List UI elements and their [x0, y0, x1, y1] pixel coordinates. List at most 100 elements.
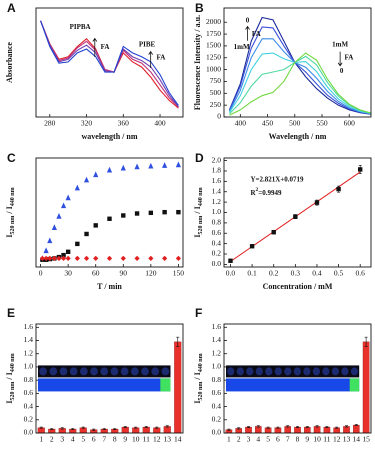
bar [174, 341, 182, 434]
x-tick-label: 60 [92, 269, 100, 278]
plot-frame [35, 323, 184, 434]
marker [43, 255, 49, 262]
marker [74, 184, 80, 191]
inset-vial-cap [49, 367, 58, 376]
y-tick-label: 250 [210, 100, 222, 109]
marker [162, 255, 168, 262]
y-tick-label: 1000 [206, 64, 221, 73]
y-axis-label-part: 520 nm [198, 216, 204, 235]
marker [65, 194, 71, 201]
panel-label: D [195, 151, 204, 165]
marker [74, 255, 80, 262]
error-bar [266, 426, 270, 429]
x-tick-label: 0.0 [226, 269, 236, 278]
y-tick-label: 1.6 [24, 322, 34, 331]
y-tick-label: 0.4 [24, 401, 34, 410]
y-tick-label: 0.6 [212, 228, 222, 237]
y-axis-label-part: 440 nm [10, 187, 16, 206]
y-tick-label: 750 [210, 76, 222, 85]
error-bar [335, 426, 339, 429]
line-series [40, 20, 179, 106]
annotation: FA [345, 54, 354, 62]
marker [65, 249, 71, 255]
y-tick-label: 1.4 [212, 335, 222, 344]
error-bar [227, 428, 231, 431]
x-tick-label: 360 [118, 119, 130, 128]
marker [134, 255, 140, 262]
x-tick-label: 0.4 [312, 269, 322, 278]
annotation-part: =0.9949 [258, 188, 282, 196]
x-tick-label: 12 [333, 435, 341, 444]
inset-vial-cap [227, 367, 235, 376]
inset-photo-bottom [38, 378, 171, 392]
inset-vial-cap [130, 367, 139, 376]
inset-photo-bottom [226, 378, 360, 392]
arrow [245, 25, 250, 41]
y-axis-label: Fluorescence Intensity / a.u. [193, 15, 202, 110]
line-series [229, 52, 372, 116]
inset-vial-cap [246, 367, 254, 376]
y-tick-label: 1500 [206, 41, 221, 50]
inset-vial-cap [141, 367, 149, 376]
x-tick-label: 8 [296, 435, 300, 444]
marker [121, 213, 126, 218]
marker [56, 213, 62, 219]
arrow [337, 51, 343, 67]
y-axis-label-part: / I [193, 372, 202, 381]
x-tick-label: 14 [353, 435, 361, 444]
x-tick-label: 14 [174, 435, 182, 444]
error-bar [155, 426, 159, 429]
x-tick-label: 6 [276, 435, 280, 444]
y-tick-label: 1250 [206, 52, 221, 61]
x-tick-label: 90 [120, 269, 128, 278]
line-series [40, 20, 179, 108]
y-axis-label: Absorbance [5, 42, 14, 83]
marker [357, 167, 363, 172]
y-tick-label: 0.8 [24, 375, 34, 384]
plot-frame [35, 157, 184, 268]
x-tick-label: 320 [81, 119, 93, 128]
panel-label: B [195, 1, 204, 15]
marker [106, 166, 113, 173]
error-bar [102, 428, 106, 430]
annotation: PIBE [139, 41, 156, 49]
inset-vial-cap [322, 367, 330, 376]
y-tick-label: 0.6 [212, 388, 222, 397]
panel-label: A [7, 1, 16, 15]
x-tick-label: 10 [132, 435, 140, 444]
error-bar [165, 425, 169, 428]
y-tick-label: 1.8 [212, 166, 222, 175]
y-tick-label: 1.0 [212, 362, 222, 371]
x-axis-label: Wavelength / nm [269, 132, 327, 141]
error-bar [345, 425, 348, 428]
marker [61, 252, 66, 258]
annotation: 0 [340, 67, 344, 75]
line-series [229, 55, 372, 115]
x-tick-label: 0.6 [356, 269, 366, 278]
inset-vial-cap [110, 367, 119, 376]
plot-frame [223, 7, 372, 118]
x-tick-label: 8 [113, 435, 117, 444]
x-tick-label: 4 [256, 435, 260, 444]
y-tick-label: 0.0 [212, 259, 222, 268]
error-bar [144, 426, 148, 429]
x-axis-label: wavelength / nm [82, 132, 138, 141]
error-bar [39, 426, 43, 429]
y-tick-label: 0.2 [212, 249, 222, 258]
annotation: FA [101, 43, 110, 51]
y-axis-label-part: / I [193, 206, 202, 215]
arrow [148, 50, 153, 68]
x-tick-label: 6 [92, 435, 96, 444]
x-tick-label: 0.2 [269, 269, 279, 278]
y-axis-label: I520 nm / I440 nm [5, 353, 17, 403]
x-tick-label: 3 [60, 435, 64, 444]
y-axis-label-part: / I [5, 206, 14, 215]
y-axis-label-part: 520 nm [10, 216, 16, 235]
error-bar [256, 425, 260, 428]
y-axis-label-part: 440 nm [198, 353, 204, 372]
marker [47, 255, 53, 262]
y-axis-label-part: 520 nm [10, 382, 16, 401]
y-tick-label: 1.6 [212, 322, 222, 331]
error-bar [305, 426, 309, 429]
marker [293, 214, 298, 219]
